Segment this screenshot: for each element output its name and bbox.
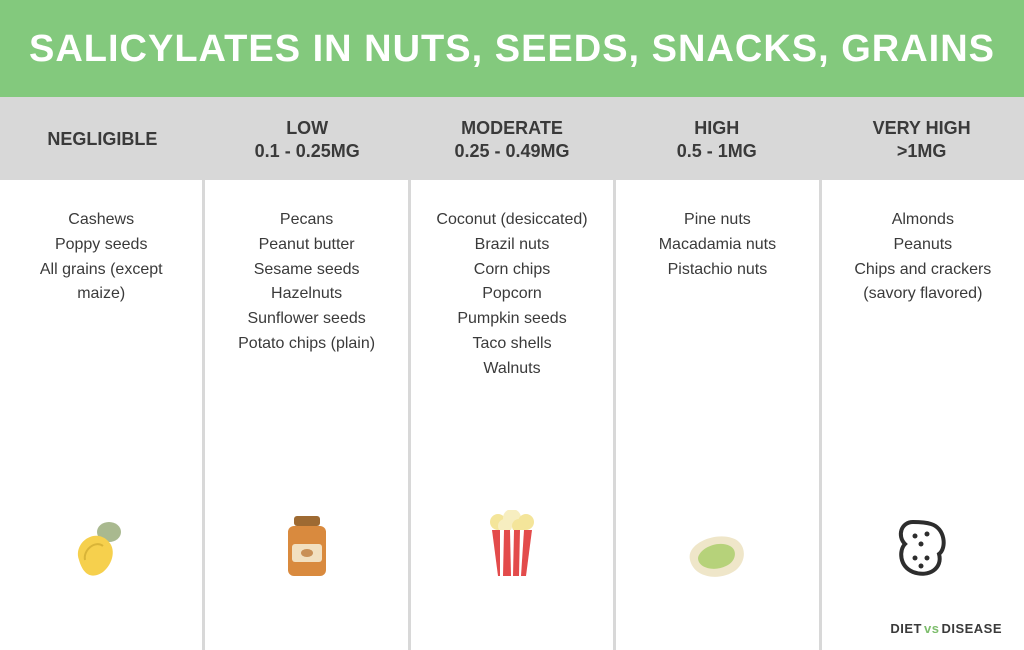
list-item: Brazil nuts xyxy=(436,233,587,258)
header-range: 0.5 - 1MG xyxy=(618,140,815,163)
header-low: LOW 0.1 - 0.25MG xyxy=(205,111,410,168)
col-negligible: CashewsPoppy seedsAll grains (except mai… xyxy=(0,180,202,650)
items-list: CashewsPoppy seedsAll grains (except mai… xyxy=(14,208,188,307)
cashew-icon xyxy=(0,520,202,580)
col-moderate: Coconut (desiccated)Brazil nutsCorn chip… xyxy=(408,180,613,650)
brand-right: DISEASE xyxy=(941,621,1002,636)
items-list: Pine nutsMacadamia nutsPistachio nuts xyxy=(659,208,776,282)
list-item: Macadamia nuts xyxy=(659,233,776,258)
list-item: Almonds xyxy=(836,208,1010,233)
list-item: Poppy seeds xyxy=(14,233,188,258)
content-row: CashewsPoppy seedsAll grains (except mai… xyxy=(0,180,1024,650)
col-very-high: AlmondsPeanutsChips and crackers (savory… xyxy=(819,180,1024,650)
header-very-high: VERY HIGH >1MG xyxy=(819,111,1024,168)
page-title: SALICYLATES IN NUTS, SEEDS, SNACKS, GRAI… xyxy=(0,28,1024,71)
items-list: Coconut (desiccated)Brazil nutsCorn chip… xyxy=(436,208,587,382)
header-range: >1MG xyxy=(823,140,1020,163)
col-low: PecansPeanut butterSesame seedsHazelnuts… xyxy=(202,180,407,650)
title-bar: SALICYLATES IN NUTS, SEEDS, SNACKS, GRAI… xyxy=(0,0,1024,97)
header-label: HIGH xyxy=(618,117,815,140)
header-high: HIGH 0.5 - 1MG xyxy=(614,111,819,168)
category-headers: NEGLIGIBLE LOW 0.1 - 0.25MG MODERATE 0.2… xyxy=(0,97,1024,180)
brand-mid: vs xyxy=(922,621,941,636)
list-item: Pecans xyxy=(238,208,375,233)
list-item: Coconut (desiccated) xyxy=(436,208,587,233)
header-moderate: MODERATE 0.25 - 0.49MG xyxy=(410,111,615,168)
list-item: Peanuts xyxy=(836,233,1010,258)
jar-icon xyxy=(205,514,407,580)
pistachio-icon xyxy=(616,530,818,580)
list-item: Chips and crackers (savory flavored) xyxy=(836,258,1010,308)
header-label: MODERATE xyxy=(414,117,611,140)
header-range: 0.25 - 0.49MG xyxy=(414,140,611,163)
col-high: Pine nutsMacadamia nutsPistachio nuts xyxy=(613,180,818,650)
list-item: Sesame seeds xyxy=(238,258,375,283)
list-item: Peanut butter xyxy=(238,233,375,258)
list-item: Sunflower seeds xyxy=(238,307,375,332)
header-range: 0.1 - 0.25MG xyxy=(209,140,406,163)
list-item: Popcorn xyxy=(436,282,587,307)
list-item: Potato chips (plain) xyxy=(238,332,375,357)
list-item: Hazelnuts xyxy=(238,282,375,307)
peanut-icon xyxy=(822,514,1024,580)
brand-mark: DIETvsDISEASE xyxy=(890,621,1002,636)
popcorn-icon xyxy=(411,510,613,580)
list-item: Pine nuts xyxy=(659,208,776,233)
list-item: Pumpkin seeds xyxy=(436,307,587,332)
header-negligible: NEGLIGIBLE xyxy=(0,111,205,168)
items-list: AlmondsPeanutsChips and crackers (savory… xyxy=(836,208,1010,307)
header-label: VERY HIGH xyxy=(823,117,1020,140)
list-item: Walnuts xyxy=(436,357,587,382)
items-list: PecansPeanut butterSesame seedsHazelnuts… xyxy=(238,208,375,357)
list-item: Pistachio nuts xyxy=(659,258,776,283)
header-label: LOW xyxy=(209,117,406,140)
list-item: Corn chips xyxy=(436,258,587,283)
list-item: All grains (except maize) xyxy=(14,258,188,308)
brand-left: DIET xyxy=(890,621,922,636)
list-item: Cashews xyxy=(14,208,188,233)
header-label: NEGLIGIBLE xyxy=(4,128,201,151)
list-item: Taco shells xyxy=(436,332,587,357)
